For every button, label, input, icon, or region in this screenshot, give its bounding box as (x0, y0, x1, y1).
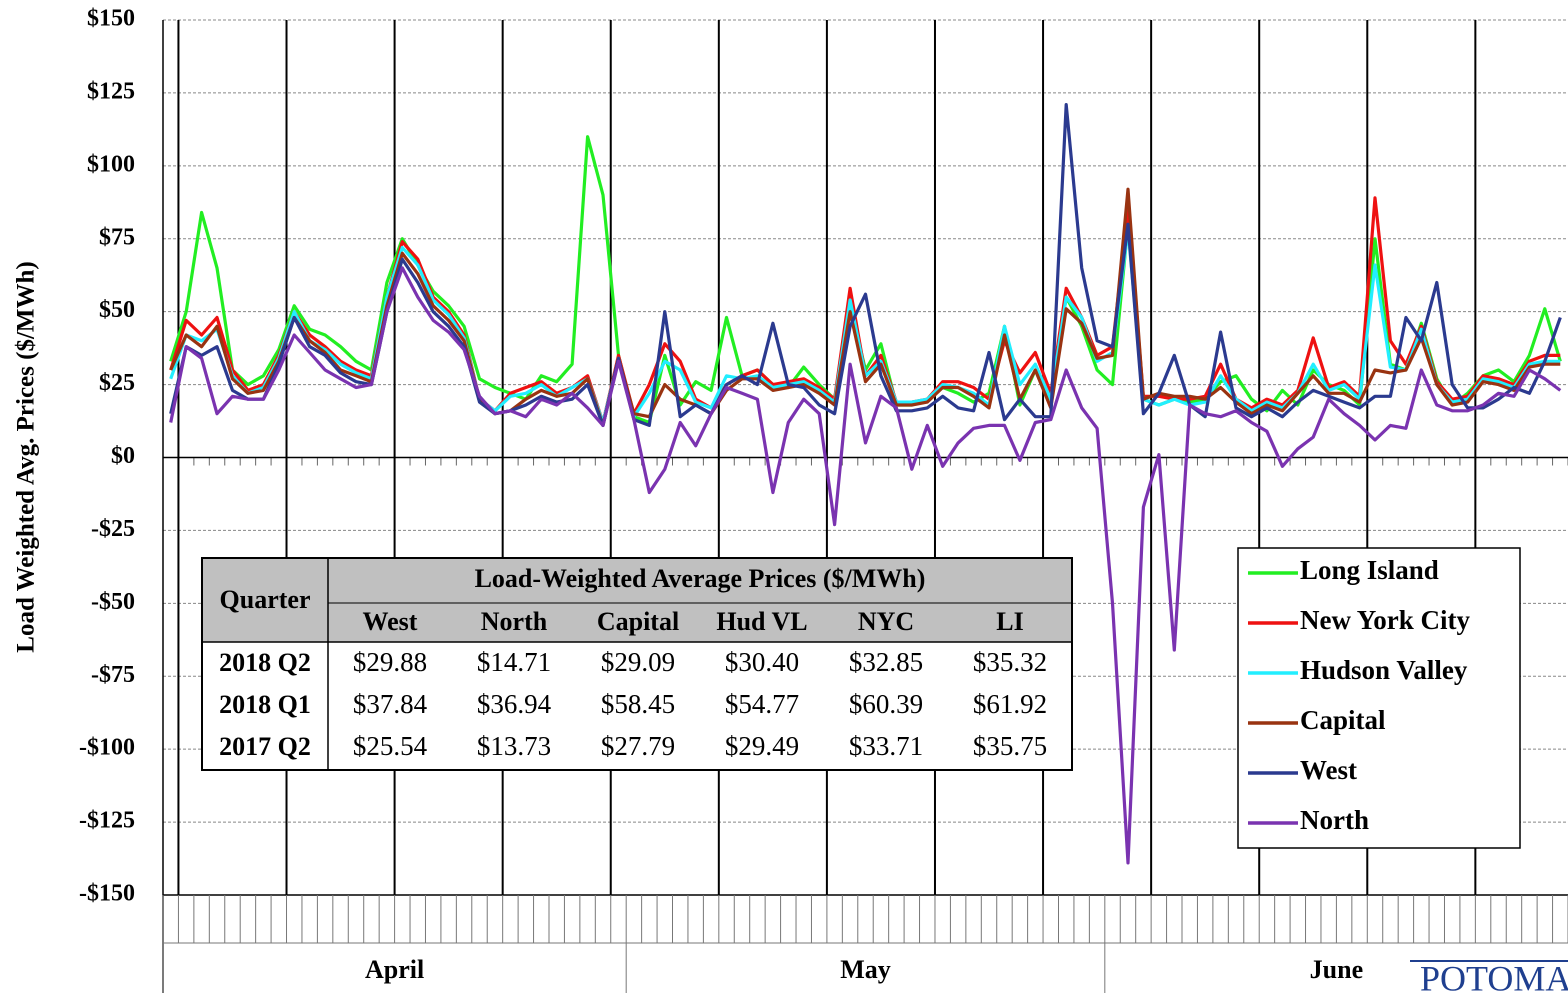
watermark: POTOMAC (1420, 958, 1568, 993)
legend-label: Hudson Valley (1300, 655, 1468, 685)
legend-label: Capital (1300, 705, 1386, 735)
series-line (169, 196, 1561, 425)
table-header-bg (202, 558, 1072, 642)
table-cell: $35.75 (973, 731, 1047, 761)
y-tick-label: $50 (99, 297, 135, 323)
table-row-label: 2018 Q1 (219, 690, 311, 719)
table-column-header: Hud VL (716, 607, 807, 636)
table-cell: $37.84 (353, 689, 428, 719)
y-tick-label: -$25 (91, 516, 135, 542)
table-cell: $29.09 (601, 647, 675, 677)
table-header: Quarter (220, 585, 311, 614)
x-group-label: May (840, 955, 891, 984)
y-tick-label: $100 (87, 151, 135, 177)
x-group-label: June (1310, 955, 1363, 984)
y-tick-label: $125 (87, 78, 135, 104)
legend-label: New York City (1300, 605, 1470, 635)
y-tick-label: -$50 (91, 589, 135, 615)
table-cell: $35.32 (973, 647, 1047, 677)
y-tick-label: $75 (99, 224, 135, 250)
table-cell: $13.73 (477, 731, 551, 761)
y-tick-label: $0 (111, 443, 135, 469)
table-cell: $54.77 (725, 689, 799, 719)
table-cell: $36.94 (477, 689, 552, 719)
y-axis-label: Load Weighted Avg. Prices ($/MWh) (13, 261, 40, 652)
series-line (169, 266, 1562, 865)
table-cell: $60.39 (849, 689, 923, 719)
table-cell: $29.88 (353, 647, 427, 677)
y-tick-label: -$100 (79, 735, 135, 761)
table-cell: $14.71 (477, 647, 551, 677)
table-column-header: North (481, 607, 548, 636)
y-tick-label: $150 (87, 6, 135, 32)
table-cell: $61.92 (973, 689, 1047, 719)
y-tick-label: -$150 (79, 881, 135, 907)
table-title: Load-Weighted Average Prices ($/MWh) (475, 564, 926, 593)
x-group-label: April (365, 955, 424, 984)
y-tick-label: -$125 (79, 808, 135, 834)
table-cell: $30.40 (725, 647, 799, 677)
series-line (169, 103, 1562, 427)
table-column-header: LI (996, 607, 1023, 636)
table-row-label: 2018 Q2 (219, 648, 311, 677)
legend-label: North (1300, 805, 1369, 835)
y-tick-label: $25 (99, 370, 135, 396)
table-cell: $58.45 (601, 689, 675, 719)
table-cell: $32.85 (849, 647, 923, 677)
legend-label: Long Island (1300, 555, 1439, 585)
table-cell: $29.49 (725, 731, 799, 761)
table-body-bg (202, 642, 1072, 770)
series-line (169, 187, 1561, 427)
table-cell: $33.71 (849, 731, 923, 761)
table-cell: $25.54 (353, 731, 428, 761)
legend-box (1237, 547, 1521, 849)
table-border (201, 557, 1073, 771)
table-cell: $27.79 (601, 731, 675, 761)
table-column-header: NYC (858, 607, 914, 636)
table-column-header: Capital (597, 607, 679, 636)
legend-label: West (1300, 755, 1357, 785)
y-tick-label: -$75 (91, 662, 135, 688)
table-column-header: West (363, 607, 418, 636)
table-row-label: 2017 Q2 (219, 732, 311, 761)
